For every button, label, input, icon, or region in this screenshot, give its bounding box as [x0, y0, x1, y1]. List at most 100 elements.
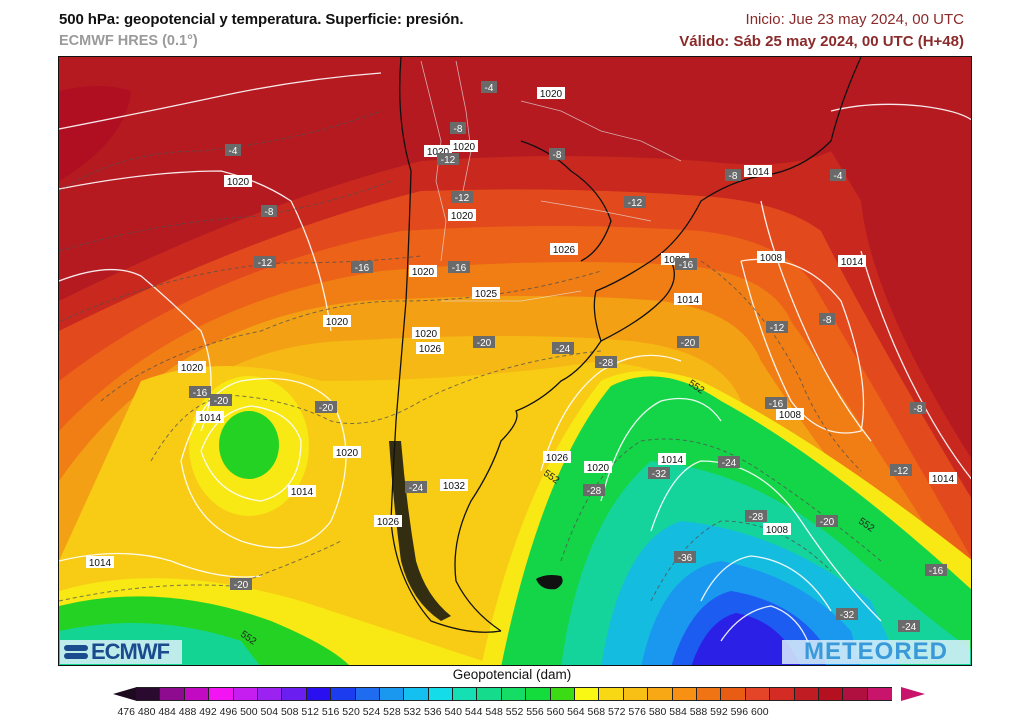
meteored-logo-text: METEORED: [803, 638, 948, 665]
svg-text:1026: 1026: [419, 344, 442, 355]
pressure-label: 1014: [86, 556, 114, 569]
svg-text:-20: -20: [214, 396, 229, 407]
svg-text:1008: 1008: [760, 253, 783, 264]
svg-text:-20: -20: [477, 338, 492, 349]
colorbar-tick-label: 560: [546, 706, 565, 718]
svg-text:1014: 1014: [747, 167, 770, 178]
colorbar-cell: [867, 688, 893, 700]
temperature-label: -16: [448, 261, 470, 274]
temperature-label: -8: [549, 148, 565, 161]
pressure-label: 1020: [323, 315, 351, 328]
svg-text:-4: -4: [229, 146, 238, 157]
colorbar-tick-label: 520: [342, 706, 360, 718]
svg-text:1020: 1020: [415, 329, 438, 340]
colorbar-tick-label: 536: [424, 706, 442, 718]
svg-text:-12: -12: [441, 155, 456, 166]
svg-text:-4: -4: [485, 83, 494, 94]
colorbar-tick-label: 584: [669, 706, 687, 718]
colorbar-cell: [526, 688, 551, 700]
temperature-label: -12: [254, 256, 276, 269]
colorbar-tick-label: 588: [689, 706, 708, 718]
svg-text:1032: 1032: [443, 481, 466, 492]
colorbar-cell: [160, 688, 185, 700]
colorbar-cell: [623, 688, 649, 700]
svg-text:1014: 1014: [661, 455, 684, 466]
svg-text:-16: -16: [769, 399, 784, 410]
svg-text:-8: -8: [914, 404, 923, 415]
colorbar-cell: [233, 688, 258, 700]
pressure-label: 1026: [374, 515, 402, 528]
svg-text:-20: -20: [319, 403, 334, 414]
svg-text:1020: 1020: [427, 147, 450, 158]
temperature-label: -16: [765, 397, 787, 410]
temperature-label: -32: [836, 608, 858, 621]
colorbar-cell: [477, 688, 502, 700]
colorbar-tick-label: 500: [240, 706, 258, 718]
svg-text:-8: -8: [823, 315, 832, 326]
colorbar-cell: [745, 688, 771, 700]
temperature-label: -20: [677, 336, 699, 349]
colorbar-title: Geopotencial (dam): [452, 667, 572, 682]
colorbar-cell: [209, 688, 234, 700]
svg-text:-12: -12: [455, 193, 470, 204]
colorbar-cell: [770, 688, 795, 700]
pressure-label: 1020: [584, 461, 612, 474]
colorbar-tick-label: 488: [178, 706, 197, 718]
temperature-label: -28: [745, 510, 767, 523]
colorbar-cell: [355, 688, 380, 700]
svg-text:1008: 1008: [779, 410, 802, 421]
svg-text:1014: 1014: [932, 474, 955, 485]
temperature-label: -28: [583, 484, 605, 497]
svg-text:-24: -24: [556, 344, 571, 355]
temperature-label: -8: [261, 205, 277, 218]
colorbar-arrow-right-icon: [901, 687, 925, 701]
pressure-label: 1026: [416, 342, 444, 355]
colorbar-cell: [428, 688, 454, 700]
temperature-label: -12: [890, 464, 912, 477]
temperature-label: -16: [925, 564, 947, 577]
colorbar-tick-label: 524: [362, 706, 381, 718]
colorbar-ticks: 476 480 484 488 492 496 500 504 508 512 516 520 524 5…: [116, 706, 936, 718]
ecmwf-logo: ECMWF: [60, 640, 182, 664]
svg-text:1020: 1020: [540, 89, 563, 100]
svg-text:-24: -24: [409, 483, 424, 494]
temperature-label: -24: [552, 342, 574, 355]
temperature-label: -4: [481, 81, 497, 94]
svg-text:-8: -8: [265, 207, 274, 218]
temperature-labels: -4 -4 -8 -8 -8 -8 -4 -12 -12 -12 -12 -16 -16 -16 -12 -8…: [189, 81, 947, 633]
pressure-label: 1032: [440, 479, 468, 492]
svg-text:1014: 1014: [841, 257, 864, 268]
colorbar-tick-label: 480: [137, 706, 156, 718]
svg-text:1020: 1020: [336, 448, 359, 459]
svg-text:-36: -36: [678, 553, 693, 564]
svg-text:-16: -16: [452, 263, 467, 274]
pressure-label: 1020: [448, 209, 476, 222]
temperature-label: -20: [230, 578, 252, 591]
temperature-label: -20: [816, 515, 838, 528]
temperature-label: -12: [437, 153, 459, 166]
svg-text:1008: 1008: [766, 525, 789, 536]
svg-text:-8: -8: [553, 150, 562, 161]
colorbar-cell: [843, 688, 868, 700]
colorbar-cell: [696, 688, 722, 700]
weather-map[interactable]: 1020 1020 1020 1020 1020 1014 1026 1026 1008 1014…: [58, 56, 972, 666]
svg-text:-12: -12: [770, 323, 785, 334]
svg-text:-12: -12: [628, 198, 643, 209]
pressure-label: 1020: [412, 327, 440, 340]
colorbar: [136, 687, 893, 701]
svg-text:-16: -16: [193, 388, 208, 399]
colorbar-tick-label: 564: [567, 706, 585, 718]
colorbar-cell: [550, 688, 576, 700]
svg-text:1020: 1020: [412, 267, 435, 278]
init-time: Inicio: Jue 23 may 2024, 00 UTC: [745, 11, 964, 28]
svg-text:-16: -16: [355, 263, 370, 274]
colorbar-tick-label: 592: [710, 706, 728, 718]
colorbar-cell: [379, 688, 405, 700]
model-name: ECMWF HRES (0.1°): [59, 33, 198, 49]
pressure-label: 1014: [658, 453, 686, 466]
svg-text:-4: -4: [834, 171, 843, 182]
pressure-label: 1014: [288, 485, 316, 498]
svg-text:1020: 1020: [326, 317, 349, 328]
pressure-label: 1014: [744, 165, 772, 178]
colorbar-tick-label: 540: [444, 706, 462, 718]
